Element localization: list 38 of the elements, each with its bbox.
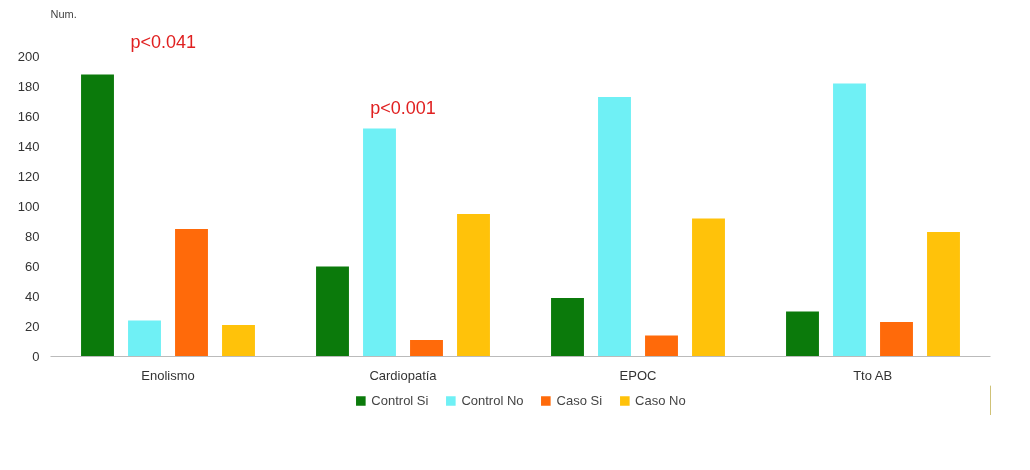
y-tick-label: 60 bbox=[25, 259, 40, 274]
bar bbox=[927, 232, 960, 357]
annotation: p<0.001 bbox=[370, 97, 436, 118]
x-tick-label: Cardiopatía bbox=[369, 367, 438, 383]
bar bbox=[222, 325, 255, 357]
bar bbox=[175, 229, 208, 357]
bar bbox=[833, 83, 866, 357]
y-tick-label: 20 bbox=[25, 319, 40, 334]
y-tick-label: 120 bbox=[17, 169, 40, 184]
bar bbox=[786, 311, 819, 357]
text: p<0.041 bbox=[130, 31, 197, 52]
bar bbox=[880, 322, 913, 357]
legend-label: Control Si bbox=[371, 392, 429, 408]
bar bbox=[692, 218, 725, 357]
bar bbox=[410, 340, 443, 357]
legend-label: Caso No bbox=[635, 392, 686, 408]
bar bbox=[316, 266, 349, 357]
y-tick-label: 0 bbox=[32, 349, 40, 364]
bar bbox=[645, 335, 678, 357]
x-tick-label: EPOC bbox=[619, 367, 657, 383]
y-tick-label: 160 bbox=[17, 109, 40, 124]
y-tick-label: 140 bbox=[17, 139, 40, 154]
y-tick-label: 180 bbox=[17, 79, 40, 94]
bar bbox=[551, 298, 584, 357]
y-tick-label: 80 bbox=[25, 229, 40, 244]
y-axis-title: Num. bbox=[50, 7, 77, 20]
legend-label: Control No bbox=[461, 392, 524, 408]
y-tick-label: 40 bbox=[25, 289, 40, 304]
legend-label: Caso Si bbox=[556, 392, 603, 408]
bar bbox=[457, 214, 490, 357]
x-tick-label: Enolismo bbox=[141, 367, 195, 383]
bar bbox=[128, 320, 161, 357]
x-tick-label: Tto AB bbox=[853, 367, 893, 383]
y-tick-label: 100 bbox=[17, 199, 40, 214]
bar bbox=[598, 97, 631, 357]
bar bbox=[363, 128, 396, 357]
bar bbox=[81, 74, 114, 357]
y-tick-label: 200 bbox=[17, 49, 40, 64]
